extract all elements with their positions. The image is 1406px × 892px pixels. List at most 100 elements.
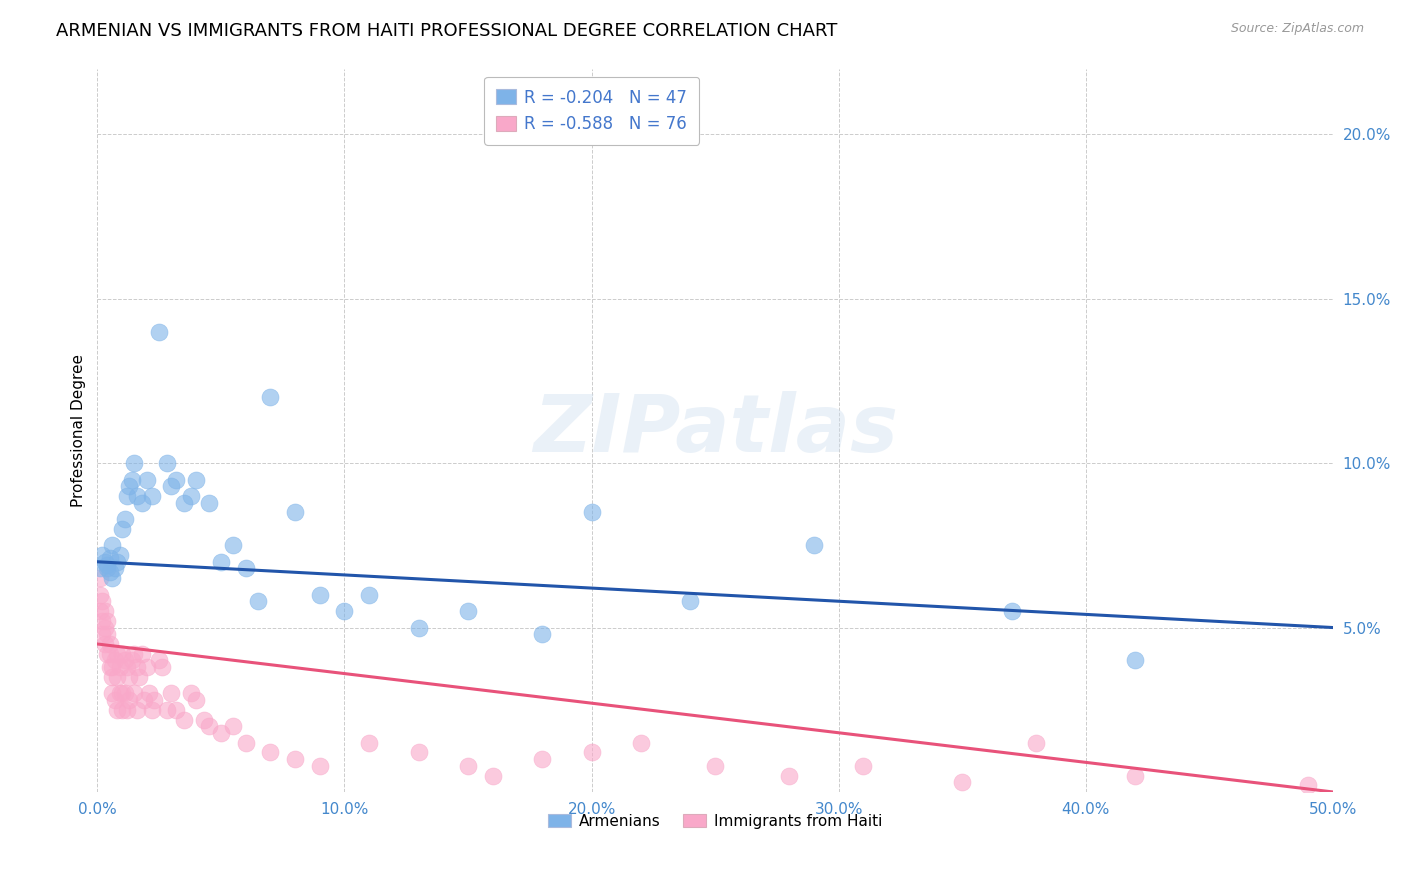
Point <box>197 719 219 733</box>
Point <box>115 660 138 674</box>
Point <box>222 538 245 552</box>
Point <box>143 693 166 707</box>
Point <box>131 647 153 661</box>
Point <box>89 571 111 585</box>
Text: Source: ZipAtlas.com: Source: ZipAtlas.com <box>1230 22 1364 36</box>
Point <box>197 495 219 509</box>
Point <box>96 561 118 575</box>
Point <box>124 456 146 470</box>
Point <box>1001 604 1024 618</box>
Point <box>235 561 257 575</box>
Point <box>98 551 121 566</box>
Point <box>138 686 160 700</box>
Legend: Armenians, Immigrants from Haiti: Armenians, Immigrants from Haiti <box>541 807 889 835</box>
Point <box>284 752 307 766</box>
Point <box>91 627 114 641</box>
Point <box>91 594 114 608</box>
Text: ARMENIAN VS IMMIGRANTS FROM HAITI PROFESSIONAL DEGREE CORRELATION CHART: ARMENIAN VS IMMIGRANTS FROM HAITI PROFES… <box>56 22 838 40</box>
Point <box>803 538 825 552</box>
Point <box>308 588 330 602</box>
Point <box>96 614 118 628</box>
Point <box>124 647 146 661</box>
Point <box>246 594 269 608</box>
Point <box>359 588 381 602</box>
Point <box>155 456 177 470</box>
Point <box>94 604 117 618</box>
Point <box>209 555 232 569</box>
Point <box>155 703 177 717</box>
Point <box>259 390 281 404</box>
Point <box>98 565 121 579</box>
Point <box>108 660 131 674</box>
Point <box>408 621 430 635</box>
Point <box>165 703 187 717</box>
Point <box>101 571 124 585</box>
Point <box>105 555 128 569</box>
Point <box>186 473 208 487</box>
Point <box>98 637 121 651</box>
Point <box>259 746 281 760</box>
Point <box>581 505 603 519</box>
Point <box>105 647 128 661</box>
Point <box>180 686 202 700</box>
Point <box>186 693 208 707</box>
Point <box>96 558 118 572</box>
Point <box>778 768 800 782</box>
Point <box>114 512 136 526</box>
Point <box>111 703 134 717</box>
Point <box>94 637 117 651</box>
Point <box>481 768 503 782</box>
Point <box>950 775 973 789</box>
Point <box>111 522 134 536</box>
Point <box>141 703 163 717</box>
Point <box>1123 768 1146 782</box>
Point <box>108 686 131 700</box>
Point <box>193 713 215 727</box>
Point <box>704 758 727 772</box>
Point <box>308 758 330 772</box>
Point <box>96 627 118 641</box>
Point <box>98 647 121 661</box>
Point <box>408 746 430 760</box>
Point <box>101 686 124 700</box>
Point <box>359 736 381 750</box>
Point <box>91 548 114 562</box>
Point <box>148 325 170 339</box>
Point <box>531 752 554 766</box>
Point <box>630 736 652 750</box>
Point <box>101 660 124 674</box>
Point <box>98 660 121 674</box>
Point <box>101 538 124 552</box>
Point <box>131 495 153 509</box>
Point <box>135 473 157 487</box>
Point <box>148 653 170 667</box>
Point <box>1123 653 1146 667</box>
Text: ZIPatlas: ZIPatlas <box>533 392 897 469</box>
Point <box>173 495 195 509</box>
Point <box>581 746 603 760</box>
Point <box>209 725 232 739</box>
Point <box>160 686 183 700</box>
Y-axis label: Professional Degree: Professional Degree <box>72 354 86 507</box>
Point <box>235 736 257 750</box>
Point <box>165 473 187 487</box>
Point <box>121 473 143 487</box>
Point <box>173 713 195 727</box>
Point <box>105 670 128 684</box>
Point <box>111 647 134 661</box>
Point <box>457 604 479 618</box>
Point <box>89 561 111 575</box>
Point <box>115 703 138 717</box>
Point <box>89 588 111 602</box>
Point <box>89 604 111 618</box>
Point <box>1296 778 1319 792</box>
Point <box>160 479 183 493</box>
Point <box>125 489 148 503</box>
Point <box>105 703 128 717</box>
Point <box>118 670 141 684</box>
Point <box>114 653 136 667</box>
Point <box>125 703 148 717</box>
Point <box>104 653 127 667</box>
Point <box>104 561 127 575</box>
Point <box>180 489 202 503</box>
